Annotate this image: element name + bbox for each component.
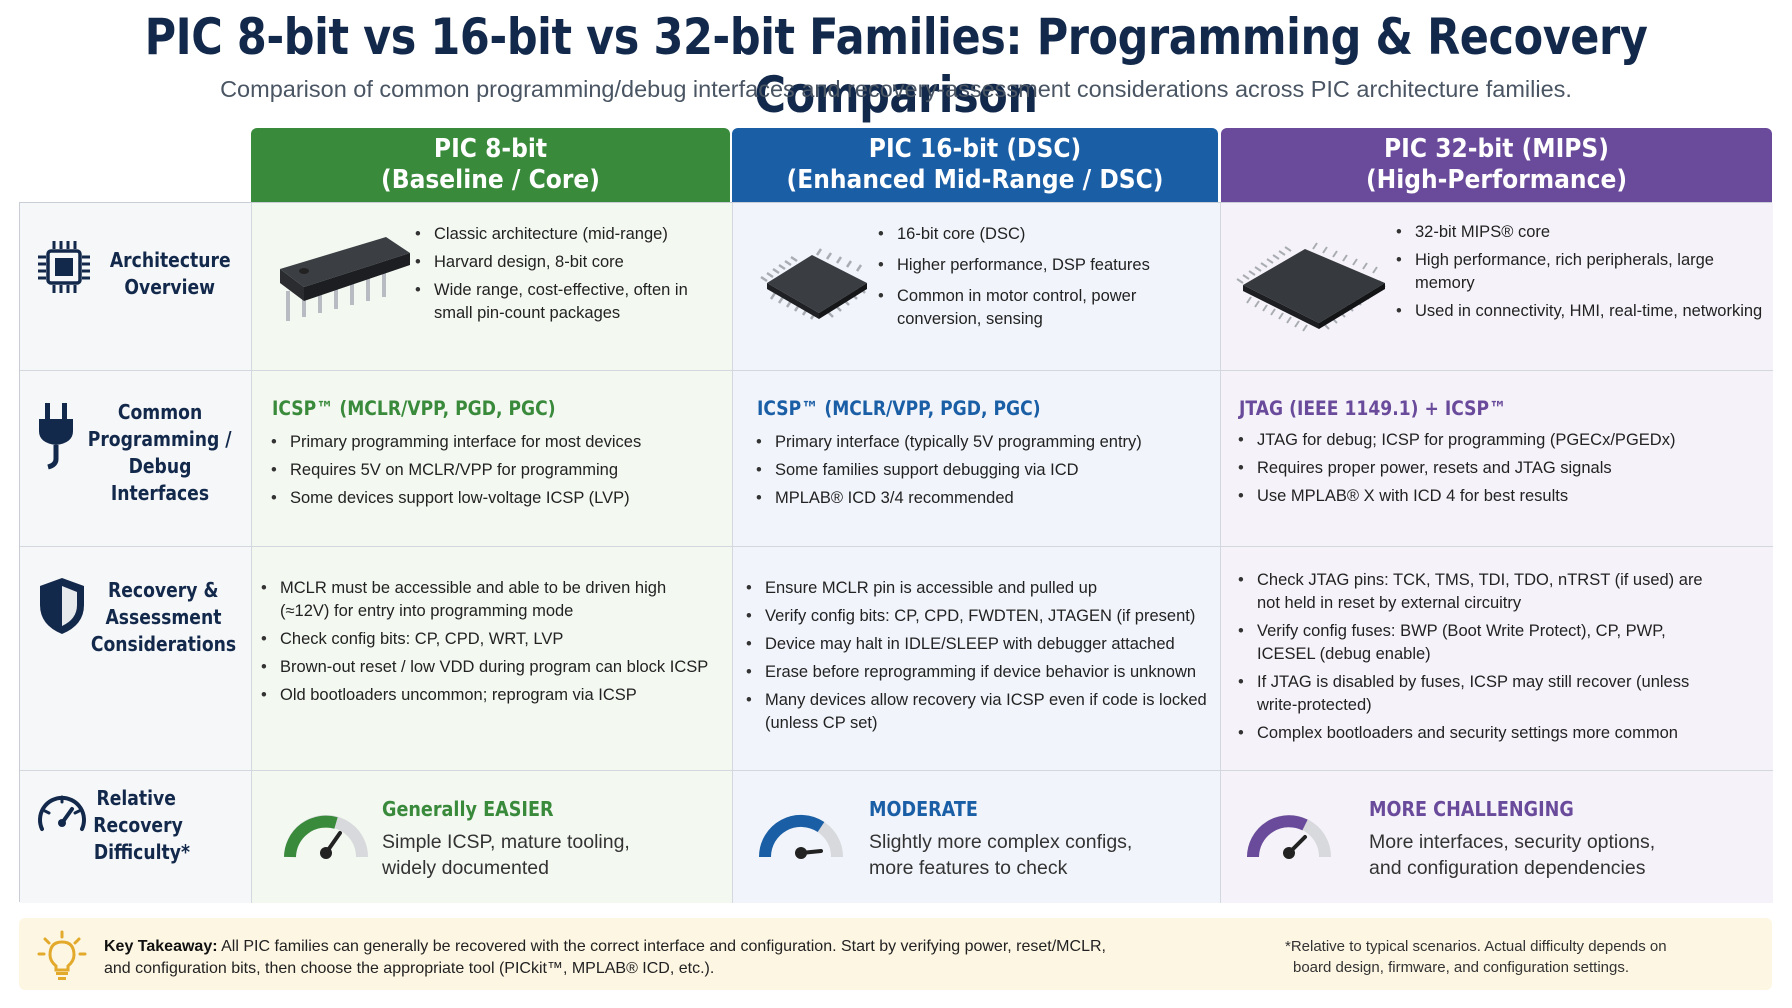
list-item: Ensure MCLR pin is accessible and pulled…	[743, 577, 1213, 600]
recovery-16bit-list: Ensure MCLR pin is accessible and pulled…	[743, 577, 1213, 740]
shield-icon	[40, 578, 84, 634]
list-item: Verify config fuses: BWP (Boot Write Pro…	[1235, 620, 1705, 666]
list-item: Erase before reprogramming if device beh…	[743, 661, 1213, 684]
column-header-32bit-line2: (High-Performance)	[1365, 165, 1628, 195]
row-label-architecture: Architecture Overview	[20, 203, 252, 371]
key-takeaway-panel: Key Takeaway: All PIC families can gener…	[19, 918, 1772, 990]
dip-chip-image	[280, 237, 410, 321]
column-header-8bit: PIC 8-bit (Baseline / Core)	[251, 128, 730, 202]
difficulty-16bit-cell: MODERATE Slightly more complex configs, …	[733, 771, 1221, 903]
page-title: PIC 8-bit vs 16-bit vs 32-bit Families: …	[144, 8, 1648, 124]
list-item: Verify config bits: CP, CPD, FWDTEN, JTA…	[743, 605, 1213, 628]
list-item: 16-bit core (DSC)	[875, 223, 1205, 246]
interfaces-8bit-list: Primary programming interface for most d…	[268, 431, 718, 515]
architecture-8bit-list: Classic architecture (mid-range) Harvard…	[412, 223, 722, 330]
column-header-16bit-line2: (Enhanced Mid-Range / DSC)	[786, 165, 1164, 195]
recovery-8bit-list: MCLR must be accessible and able to be d…	[258, 577, 718, 712]
interfaces-32bit-heading: JTAG (IEEE 1149.1) + ICSP™	[1239, 397, 1507, 420]
column-header-8bit-line2: (Baseline / Core)	[381, 165, 600, 195]
interfaces-8bit-cell: ICSP™ (MCLR/VPP, PGD, PGC) Primary progr…	[252, 371, 733, 547]
list-item: MCLR must be accessible and able to be d…	[258, 577, 718, 623]
plug-icon	[39, 403, 73, 470]
gauge-challenging-icon	[1247, 815, 1331, 859]
list-item: Requires 5V on MCLR/VPP for programming	[268, 459, 718, 482]
column-header-32bit: PIC 32-bit (MIPS) (High-Performance)	[1221, 128, 1772, 202]
list-item: Check JTAG pins: TCK, TMS, TDI, TDO, nTR…	[1235, 569, 1705, 615]
row-label-interfaces: Common Programming / Debug Interfaces	[20, 371, 252, 547]
chip-icon	[38, 241, 90, 293]
architecture-32bit-cell: 32-bit MIPS® core High performance, rich…	[1221, 203, 1773, 371]
recovery-32bit-cell: Check JTAG pins: TCK, TMS, TDI, TDO, nTR…	[1221, 547, 1773, 771]
interfaces-32bit-cell: JTAG (IEEE 1149.1) + ICSP™ JTAG for debu…	[1221, 371, 1773, 547]
list-item: Harvard design, 8-bit core	[412, 251, 722, 274]
list-item: Higher performance, DSP features	[875, 254, 1205, 277]
list-item: Wide range, cost-effective, often in sma…	[412, 279, 722, 325]
list-item: Device may halt in IDLE/SLEEP with debug…	[743, 633, 1213, 656]
qfp-chip-image	[760, 248, 867, 320]
column-header-32bit-line1: PIC 32-bit (MIPS)	[1384, 134, 1609, 164]
row-label-interfaces-text: Common Programming / Debug Interfaces	[88, 400, 232, 505]
architecture-8bit-cell: Classic architecture (mid-range) Harvard…	[252, 203, 733, 371]
row-label-recovery: Recovery & Assessment Considerations	[20, 547, 252, 771]
key-takeaway-text: Key Takeaway: All PIC families can gener…	[104, 938, 1106, 977]
difficulty-16bit-desc: Slightly more complex configs, more feat…	[869, 831, 1133, 879]
list-item: Complex bootloaders and security setting…	[1235, 722, 1705, 745]
list-item: Classic architecture (mid-range)	[412, 223, 722, 246]
interfaces-32bit-list: JTAG for debug; ICSP for programming (PG…	[1235, 429, 1755, 513]
difficulty-32bit-cell: MORE CHALLENGING More interfaces, securi…	[1221, 771, 1773, 903]
gauge-moderate-icon	[758, 814, 843, 859]
difficulty-8bit-cell: Generally EASIER Simple ICSP, mature too…	[252, 771, 733, 903]
list-item: High performance, rich peripherals, larg…	[1393, 249, 1763, 295]
list-item: Some devices support low-voltage ICSP (L…	[268, 487, 718, 510]
architecture-16bit-cell: 16-bit core (DSC) Higher performance, DS…	[733, 203, 1221, 371]
column-header-16bit: PIC 16-bit (DSC) (Enhanced Mid-Range / D…	[732, 128, 1218, 202]
list-item: Primary programming interface for most d…	[268, 431, 718, 454]
difficulty-8bit-desc: Simple ICSP, mature tooling, widely docu…	[382, 831, 630, 879]
interfaces-16bit-cell: ICSP™ (MCLR/VPP, PGD, PGC) Primary inter…	[733, 371, 1221, 547]
list-item: Primary interface (typically 5V programm…	[753, 431, 1208, 454]
list-item: 32-bit MIPS® core	[1393, 221, 1763, 244]
recovery-16bit-cell: Ensure MCLR pin is accessible and pulled…	[733, 547, 1221, 771]
architecture-32bit-list: 32-bit MIPS® core High performance, rich…	[1393, 221, 1763, 328]
row-label-difficulty: Relative Recovery Difficulty*	[20, 771, 252, 903]
gauge-icon	[38, 795, 86, 831]
list-item: MPLAB® ICD 3/4 recommended	[753, 487, 1208, 510]
row-label-recovery-text: Recovery & Assessment Considerations	[90, 578, 236, 656]
list-item: Use MPLAB® X with ICD 4 for best results	[1235, 485, 1755, 508]
page-subtitle: Comparison of common programming/debug i…	[220, 76, 1572, 102]
column-header-8bit-line1: PIC 8-bit	[433, 134, 548, 164]
architecture-16bit-list: 16-bit core (DSC) Higher performance, DS…	[875, 223, 1205, 339]
list-item: Check config bits: CP, CPD, WRT, LVP	[258, 628, 718, 651]
recovery-32bit-list: Check JTAG pins: TCK, TMS, TDI, TDO, nTR…	[1235, 569, 1705, 750]
column-header-16bit-line1: PIC 16-bit (DSC)	[868, 134, 1082, 164]
list-item: Some families support debugging via ICD	[753, 459, 1208, 482]
gauge-easier-icon	[284, 815, 368, 859]
list-item: Brown-out reset / low VDD during program…	[258, 656, 718, 679]
list-item: If JTAG is disabled by fuses, ICSP may s…	[1235, 671, 1705, 717]
lightbulb-icon	[37, 930, 87, 980]
interfaces-8bit-heading: ICSP™ (MCLR/VPP, PGD, PGC)	[272, 397, 556, 420]
difficulty-16bit-label: MODERATE	[869, 797, 978, 821]
list-item: Common in motor control, power conversio…	[875, 285, 1205, 331]
interfaces-16bit-list: Primary interface (typically 5V programm…	[753, 431, 1208, 515]
difficulty-32bit-label: MORE CHALLENGING	[1369, 797, 1574, 821]
interfaces-16bit-heading: ICSP™ (MCLR/VPP, PGD, PGC)	[757, 397, 1041, 420]
row-label-difficulty-text: Relative Recovery Difficulty*	[93, 786, 190, 864]
tqfp-chip-image	[1236, 242, 1386, 332]
comparison-table: Architecture Overview Classic architectu…	[19, 202, 1773, 903]
recovery-8bit-cell: MCLR must be accessible and able to be d…	[252, 547, 733, 771]
row-label-architecture-text: Architecture Overview	[109, 248, 231, 299]
footnote: *Relative to typical scenarios. Actual d…	[1285, 938, 1667, 976]
list-item: Requires proper power, resets and JTAG s…	[1235, 457, 1755, 480]
list-item: Old bootloaders uncommon; reprogram via …	[258, 684, 718, 707]
list-item: Used in connectivity, HMI, real-time, ne…	[1393, 300, 1763, 323]
difficulty-32bit-desc: More interfaces, security options, and c…	[1369, 831, 1656, 879]
list-item: JTAG for debug; ICSP for programming (PG…	[1235, 429, 1755, 452]
list-item: Many devices allow recovery via ICSP eve…	[743, 689, 1213, 735]
difficulty-8bit-label: Generally EASIER	[382, 797, 554, 821]
